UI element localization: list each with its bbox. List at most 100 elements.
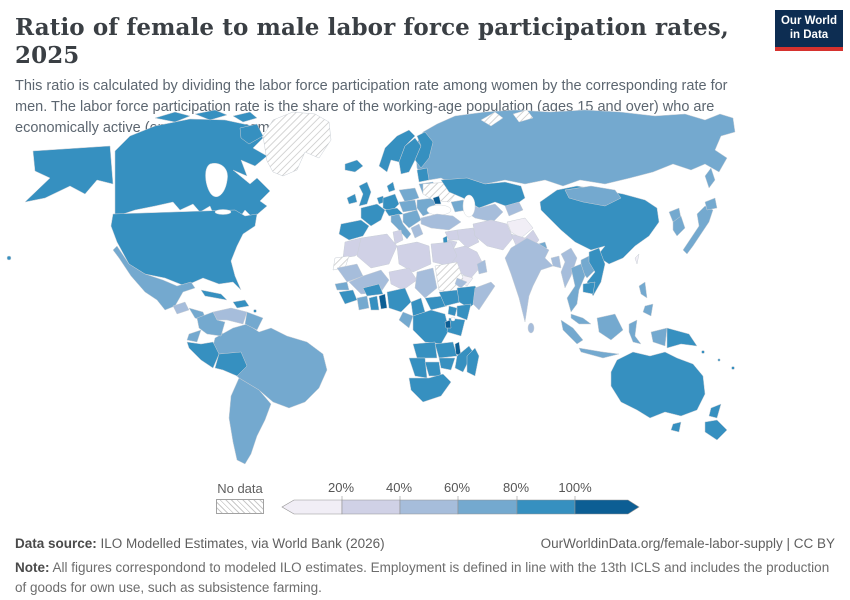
country-south-korea[interactable] — [672, 215, 686, 237]
country-ireland[interactable] — [346, 193, 358, 205]
country-togo-benin[interactable] — [378, 293, 388, 310]
country-niger[interactable] — [388, 267, 418, 291]
country-botswana[interactable] — [424, 361, 442, 377]
country-guatemala[interactable] — [172, 301, 190, 315]
country-hawaii[interactable] — [6, 255, 12, 261]
owid-url-link[interactable]: OurWorldinData.org/female-labor-supply |… — [540, 536, 835, 551]
country-congo-gabon[interactable] — [398, 311, 414, 329]
country-mexico[interactable] — [112, 245, 196, 311]
country-iraq[interactable] — [456, 227, 480, 249]
country-sri-lanka[interactable] — [527, 322, 535, 334]
country-canada-arctic[interactable] — [154, 111, 191, 123]
country-baltics[interactable] — [416, 167, 430, 183]
country-indonesia-borneo[interactable] — [596, 313, 624, 341]
country-spain-portugal[interactable] — [338, 219, 370, 241]
country-ecuador[interactable] — [186, 329, 202, 343]
country-kyrgyzstan-tajikistan[interactable] — [504, 201, 524, 217]
country-canada-baffin[interactable] — [239, 123, 264, 145]
legend-colorbar[interactable] — [278, 496, 642, 516]
country-senegal[interactable] — [334, 281, 350, 291]
country-iran[interactable] — [472, 219, 514, 251]
country-cuba[interactable] — [200, 289, 228, 301]
country-russia[interactable] — [414, 109, 736, 187]
country-moldova[interactable] — [432, 195, 442, 205]
country-greenland[interactable] — [262, 111, 332, 177]
country-argentina-chile[interactable] — [228, 377, 272, 465]
country-chad[interactable] — [414, 267, 438, 299]
country-rwanda-burundi[interactable] — [444, 319, 452, 329]
country-russia-sakhalin[interactable] — [704, 167, 716, 189]
country-japan[interactable] — [682, 205, 714, 255]
country-bolivia[interactable] — [214, 351, 248, 377]
country-philippines-mindanao[interactable] — [642, 303, 654, 317]
country-indonesia-sulawesi[interactable] — [628, 319, 642, 345]
country-burkina-faso[interactable] — [362, 283, 384, 297]
country-egypt[interactable] — [430, 241, 458, 267]
country-solomon-islands[interactable] — [701, 350, 705, 354]
country-indonesia-west-papua[interactable] — [650, 327, 668, 347]
country-libya[interactable] — [396, 241, 432, 273]
country-greece[interactable] — [410, 223, 424, 239]
legend-bin-1[interactable] — [341, 499, 401, 515]
country-algeria[interactable] — [356, 233, 398, 269]
country-poland[interactable] — [398, 187, 420, 203]
country-south-africa[interactable] — [408, 373, 452, 403]
country-alaska[interactable] — [24, 145, 114, 203]
country-peru[interactable] — [186, 341, 220, 369]
country-drc[interactable] — [412, 309, 450, 345]
country-oman[interactable] — [476, 259, 488, 275]
country-italy[interactable] — [390, 213, 412, 240]
country-canada-arctic[interactable] — [232, 111, 258, 123]
country-mongolia[interactable] — [564, 185, 622, 207]
country-franz-josef[interactable] — [512, 109, 534, 123]
country-canada[interactable] — [114, 118, 271, 225]
country-central-african-republic[interactable] — [424, 295, 448, 311]
legend-bin-4[interactable] — [516, 499, 576, 515]
country-india[interactable] — [504, 237, 554, 323]
country-vanuatu[interactable] — [717, 358, 721, 362]
country-afghanistan[interactable] — [506, 217, 534, 239]
legend-bin-2[interactable] — [399, 499, 459, 515]
country-balkans[interactable] — [402, 209, 422, 229]
country-guyanas[interactable] — [244, 311, 264, 331]
country-madagascar[interactable] — [466, 347, 480, 377]
country-uk[interactable] — [358, 181, 372, 207]
country-philippines-luzon[interactable] — [638, 281, 648, 299]
country-czech-hungary[interactable] — [398, 199, 418, 213]
country-japan-hokkaido[interactable] — [704, 197, 718, 211]
country-fiji[interactable] — [731, 366, 735, 370]
country-guinea[interactable] — [338, 289, 358, 305]
country-canada-arctic[interactable] — [194, 109, 228, 121]
country-new-zealand-north[interactable] — [708, 403, 722, 419]
country-bangladesh[interactable] — [550, 255, 562, 269]
no-data-swatch[interactable] — [216, 499, 264, 514]
country-finland[interactable] — [414, 131, 434, 169]
country-zimbabwe[interactable] — [438, 357, 456, 371]
country-myanmar[interactable] — [560, 247, 578, 289]
country-angola[interactable] — [412, 341, 438, 359]
legend-bin-5[interactable] — [574, 499, 640, 515]
country-tasmania[interactable] — [670, 421, 682, 433]
country-germany[interactable] — [382, 193, 400, 213]
country-denmark[interactable] — [386, 181, 396, 193]
legend-bin-0[interactable] — [281, 499, 343, 515]
country-kenya[interactable] — [456, 303, 472, 321]
country-thailand[interactable] — [566, 263, 586, 313]
country-colombia[interactable] — [196, 311, 226, 337]
country-somalia[interactable] — [472, 281, 496, 311]
country-cambodia[interactable] — [582, 281, 596, 295]
country-papua-new-guinea[interactable] — [666, 327, 698, 349]
country-australia[interactable] — [610, 351, 706, 419]
country-tunisia[interactable] — [392, 229, 404, 245]
country-lesser-antilles[interactable] — [253, 309, 257, 313]
country-indonesia-sumatra[interactable] — [560, 319, 584, 345]
country-taiwan[interactable] — [634, 253, 640, 265]
country-new-zealand-south[interactable] — [704, 419, 728, 441]
country-ghana[interactable] — [368, 295, 380, 311]
legend-bin-3[interactable] — [457, 499, 518, 515]
country-svalbard[interactable] — [480, 111, 504, 127]
country-namibia[interactable] — [408, 357, 428, 379]
country-indonesia-java[interactable] — [578, 347, 620, 359]
country-turkey[interactable] — [420, 213, 462, 231]
country-cote-divoire[interactable] — [356, 295, 370, 311]
